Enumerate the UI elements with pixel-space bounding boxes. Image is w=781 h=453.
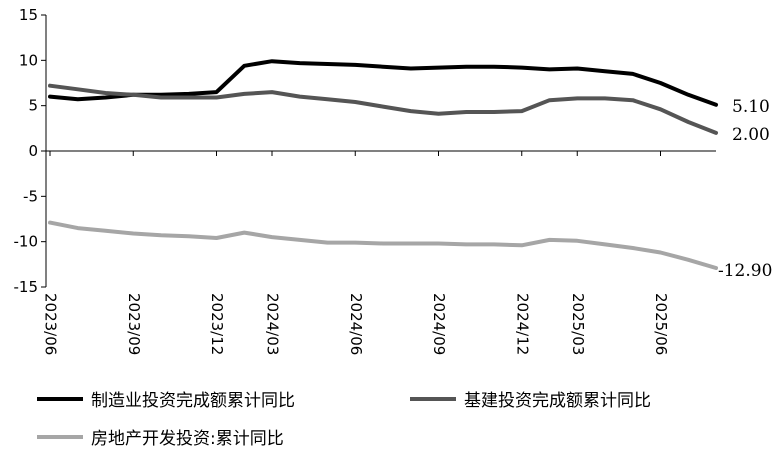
end-label-0: 5.10	[732, 97, 770, 117]
legend-swatch-real-estate	[37, 434, 83, 439]
legend-item-infrastructure: 基建投资完成额累计同比	[410, 386, 651, 411]
legend-label-manufacturing: 制造业投资完成额累计同比	[91, 391, 295, 411]
series-line-0	[48, 59, 718, 107]
legend-label-real-estate: 房地产开发投资:累计同比	[91, 429, 284, 449]
x-tick-label: 2025/03	[569, 293, 587, 355]
legend-item-real-estate: 房地产开发投资:累计同比	[37, 424, 284, 449]
x-tick-label: 2024/09	[430, 293, 448, 355]
y-tick-label: 15	[19, 6, 38, 24]
legend-item-manufacturing: 制造业投资完成额累计同比	[37, 386, 295, 411]
y-tick-label: 0	[28, 142, 38, 160]
x-tick-label: 2024/03	[264, 293, 282, 355]
legend-label-infrastructure: 基建投资完成额累计同比	[464, 391, 651, 411]
x-tick-label: 2023/06	[42, 293, 60, 355]
series-line-2	[48, 220, 718, 270]
x-tick-label: 2024/06	[347, 293, 365, 355]
y-tick-label: -15	[14, 278, 39, 296]
x-tick-label: 2024/12	[513, 293, 531, 355]
y-tick-label: -5	[23, 187, 38, 205]
end-labels: 5.10 2.00 -12.90	[718, 97, 772, 281]
end-label-1: 2.00	[732, 125, 770, 145]
x-tick-label: 2023/12	[208, 293, 226, 355]
y-tick-label: 5	[28, 97, 38, 115]
x-tick-label: 2023/09	[125, 293, 143, 355]
x-tick-label: 2025/06	[652, 293, 670, 355]
series-layer	[48, 59, 718, 270]
y-tick-label: 10	[19, 51, 38, 69]
legend-swatch-manufacturing	[37, 396, 83, 401]
end-label-2: -12.90	[718, 261, 772, 281]
series-line-1	[48, 83, 718, 135]
legend-swatch-infrastructure	[410, 396, 456, 401]
y-tick-label: -10	[14, 233, 39, 251]
